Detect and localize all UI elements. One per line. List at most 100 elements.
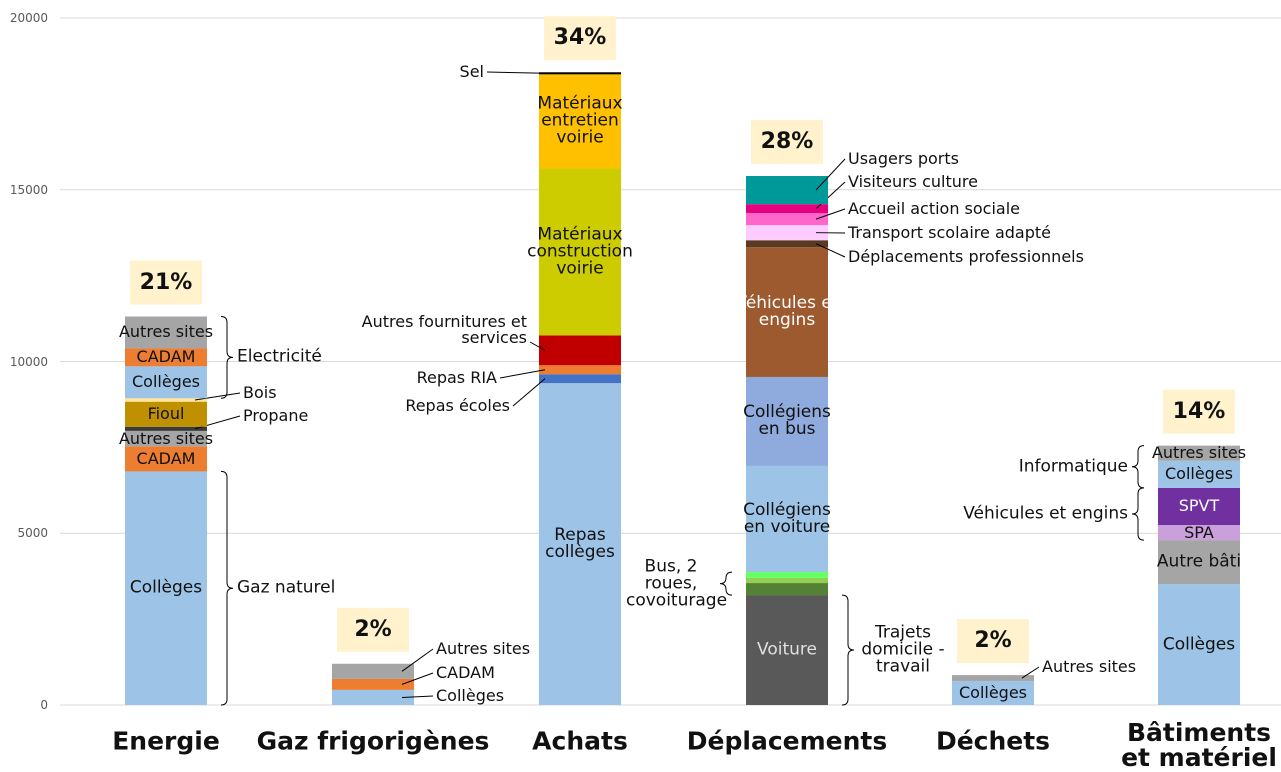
segment-label: Autre bâti — [1156, 551, 1242, 572]
bar-segment — [332, 663, 414, 679]
group-label: Gaz naturel — [237, 577, 336, 598]
segment-label: Repas collèges — [545, 525, 615, 563]
leader-line — [529, 341, 546, 351]
bar-segment — [125, 446, 207, 472]
leader-line — [401, 648, 434, 672]
segment-label: Autres fournitures et services — [361, 312, 527, 347]
segment-label: Collégiens en voiture — [743, 499, 831, 537]
share-label: 14% — [1172, 398, 1226, 424]
bar-segment — [539, 74, 621, 169]
bar-segment — [1158, 584, 1240, 705]
segment-label: Accueil action sociale — [848, 199, 1021, 218]
bar-segment — [125, 430, 207, 447]
share-box — [130, 260, 202, 305]
y-tick-label: 10000 — [9, 354, 48, 369]
brace — [719, 571, 733, 596]
segment-label: Voiture — [757, 639, 817, 660]
leader-line — [1021, 666, 1040, 679]
segment-label: Collèges — [129, 577, 203, 598]
bar-segment — [125, 316, 207, 349]
segment-label: Collèges — [1164, 464, 1234, 484]
group-label: Electricité — [237, 346, 322, 367]
segment-label: Bois — [243, 383, 277, 402]
x-tick-label: Déchets — [935, 726, 1051, 756]
bar-segment — [746, 225, 828, 241]
leader-line — [401, 672, 434, 685]
y-tick-label: 15000 — [9, 182, 48, 197]
segment-label: Repas écoles — [405, 396, 510, 415]
segment-label: Sel — [459, 62, 484, 81]
bar-segment — [1158, 525, 1240, 541]
segment-label: Visiteurs culture — [848, 172, 978, 191]
segment-label: Autres sites — [118, 428, 214, 448]
bar-segment — [746, 595, 828, 705]
segment-label: Matériaux entretien voirie — [537, 93, 623, 148]
leader-line — [815, 208, 846, 220]
leader-line — [512, 378, 546, 407]
bar-segment — [952, 675, 1034, 681]
y-tick-label: 0 — [40, 698, 48, 712]
segment-label: SPVT — [1178, 496, 1220, 516]
share-box — [1163, 389, 1235, 434]
share-label: 2% — [974, 628, 1012, 654]
x-tick-label: Bâtiments et matériel — [1121, 718, 1277, 772]
x-tick-label: Achats — [532, 726, 628, 756]
bar-segment — [746, 240, 828, 248]
bar-segment — [746, 376, 828, 466]
group-label: Trajets domicile - travail — [861, 622, 945, 677]
segment-label: Repas RIA — [416, 368, 497, 387]
group-label: Bus, 2 roues, covoiturage — [626, 556, 728, 611]
bar-segment — [1158, 540, 1240, 585]
bar-segment — [746, 213, 828, 226]
share-box — [544, 16, 616, 61]
bar-segment — [332, 689, 414, 705]
brace — [1131, 487, 1145, 541]
leader-line — [401, 695, 434, 698]
share-box — [957, 619, 1029, 664]
bar-segment — [1158, 460, 1240, 488]
bar-segment — [539, 168, 621, 336]
share-box — [337, 607, 409, 652]
brace — [841, 594, 855, 706]
x-tick-label: Gaz frigorigènes — [256, 726, 490, 756]
bar-segment — [539, 72, 621, 75]
bar-segment — [1158, 445, 1240, 461]
segment-label: CADAM — [136, 347, 196, 367]
segment-label: Usagers ports — [848, 149, 959, 168]
brace — [220, 316, 234, 399]
x-tick-label: Déplacements — [686, 726, 888, 756]
segment-label: Autres sites — [436, 639, 531, 658]
bar-segment — [125, 348, 207, 367]
bar-segment — [125, 398, 207, 402]
segment-label: Collégiens en bus — [743, 402, 831, 440]
bar-segment — [539, 335, 621, 366]
bar-segment — [746, 577, 828, 584]
segment-label: Fioul — [147, 404, 185, 424]
bar-segment — [746, 204, 828, 214]
leader-line — [815, 243, 846, 258]
bar-segment — [746, 572, 828, 578]
group-label: Véhicules et engins — [963, 503, 1128, 524]
share-label: 2% — [354, 616, 392, 642]
x-tick-label: Energie — [112, 726, 220, 756]
segment-label: Déplacements professionnels — [848, 247, 1084, 266]
share-label: 28% — [760, 129, 814, 154]
bar-segment — [539, 365, 621, 375]
bar-segment — [952, 680, 1034, 705]
bar-segment — [746, 465, 828, 573]
share-label: 21% — [139, 269, 193, 295]
y-tick-label: 5000 — [17, 526, 48, 541]
brace — [1131, 445, 1145, 489]
bar-segment — [746, 247, 828, 377]
segment-label: CADAM — [136, 448, 196, 468]
y-tick-label: 20000 — [9, 11, 48, 25]
segment-label: Collèges — [131, 372, 201, 392]
bar-segment — [539, 374, 621, 384]
share-label: 34% — [553, 25, 607, 51]
leader-line — [815, 181, 846, 210]
leader-line — [194, 392, 241, 401]
segment-label: Collèges — [1162, 634, 1236, 655]
bar-segment — [125, 366, 207, 399]
segment-label: Autres sites — [1151, 443, 1247, 463]
